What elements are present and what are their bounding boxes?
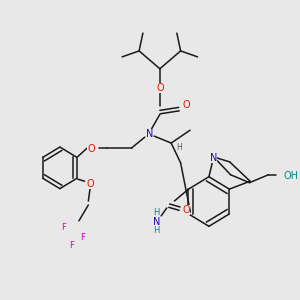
Text: F: F xyxy=(69,241,74,250)
Text: O: O xyxy=(86,179,94,189)
Text: O: O xyxy=(87,144,95,154)
Text: H: H xyxy=(153,226,160,235)
Text: OH: OH xyxy=(284,171,298,181)
Text: F: F xyxy=(61,223,66,232)
Text: O: O xyxy=(156,82,164,93)
Text: N: N xyxy=(146,129,153,139)
Text: H: H xyxy=(153,208,160,217)
Text: F: F xyxy=(80,233,85,242)
Text: N: N xyxy=(210,153,217,163)
Text: O: O xyxy=(182,100,190,110)
Text: O: O xyxy=(183,205,190,215)
Text: N: N xyxy=(153,217,160,227)
Text: H: H xyxy=(176,142,182,152)
